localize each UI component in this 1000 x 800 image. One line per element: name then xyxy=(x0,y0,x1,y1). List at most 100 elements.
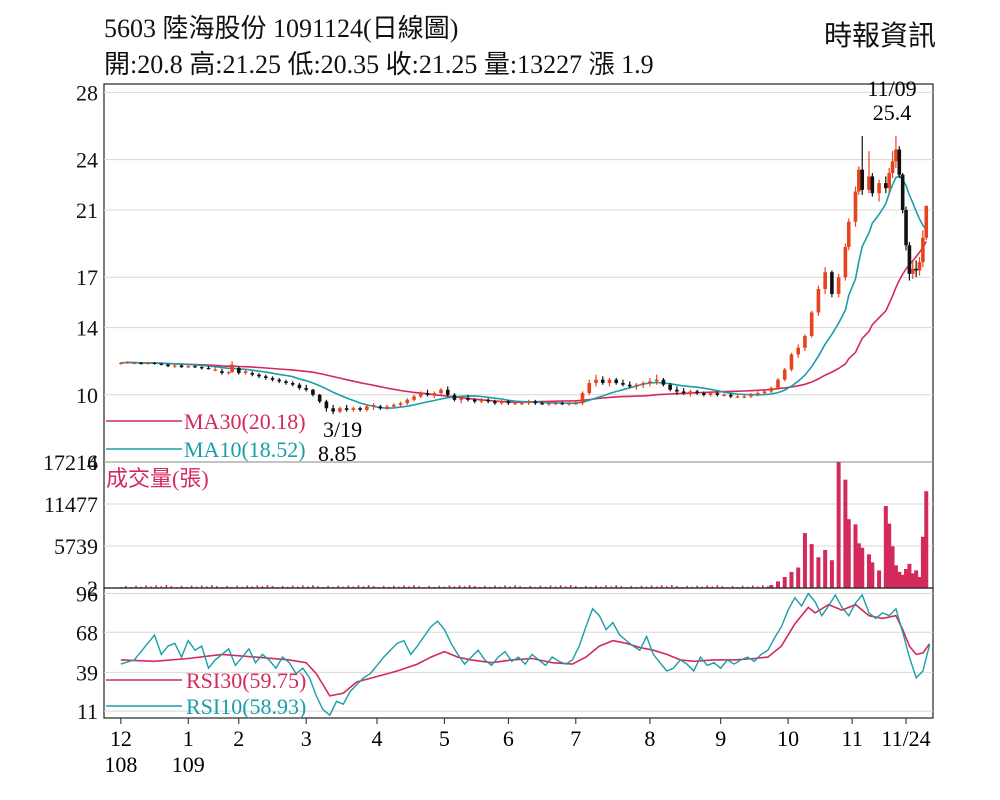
candle-body xyxy=(816,288,821,313)
candle-body xyxy=(668,384,672,390)
volume-bar xyxy=(387,586,390,588)
volume-bar xyxy=(261,586,264,588)
volume-bar xyxy=(428,585,430,588)
candle-body xyxy=(594,379,598,384)
volume-bar xyxy=(843,479,848,588)
candle-body xyxy=(186,366,191,368)
price-tick-label: 21 xyxy=(76,198,98,223)
rsi-panel: 96 68 39 11 RSI30(59.75)RSI10(58.93) xyxy=(76,582,934,724)
volume-bar xyxy=(890,546,895,588)
candle-body xyxy=(365,406,369,410)
candle-body xyxy=(371,404,376,407)
candle-body xyxy=(206,367,211,370)
candle-body xyxy=(648,381,652,384)
volume-bar xyxy=(595,585,597,588)
volume-bar xyxy=(393,585,395,588)
candle-body xyxy=(836,277,841,294)
volume-bar xyxy=(615,585,618,588)
candle-body xyxy=(789,354,794,370)
volume-bar xyxy=(686,585,688,588)
volume-bar xyxy=(829,560,834,588)
volume-bar xyxy=(554,586,557,588)
x-year-label: 108 xyxy=(104,752,137,777)
candle-body xyxy=(823,272,827,289)
volume-bar xyxy=(155,585,158,588)
source-label: 時報資訊 xyxy=(823,21,936,52)
rsi-tick-label: 39 xyxy=(76,660,98,685)
volume-bar xyxy=(676,586,678,588)
volume-bar xyxy=(767,586,769,588)
volume-bar xyxy=(630,585,633,588)
candle-body xyxy=(884,183,888,189)
volume-bar xyxy=(544,586,547,588)
volume-bar xyxy=(866,554,871,588)
volume-bar xyxy=(590,586,592,588)
volume-bar xyxy=(823,549,828,588)
volume-bar xyxy=(357,585,360,588)
candle-body xyxy=(560,403,565,405)
volume-bar xyxy=(256,585,259,588)
volume-bar xyxy=(519,586,521,588)
x-tick-label: 3 xyxy=(301,726,312,751)
candle-body xyxy=(567,403,571,405)
rsi10-line xyxy=(120,592,931,717)
volume-bar xyxy=(655,586,658,588)
candle-body xyxy=(917,262,922,271)
candle-body xyxy=(351,408,356,410)
candle-body xyxy=(378,406,383,409)
candle-body xyxy=(809,312,814,336)
candle-body xyxy=(439,389,443,394)
volume-bar xyxy=(266,585,269,588)
candle-body xyxy=(297,384,302,389)
candle-body xyxy=(257,374,261,377)
volume-bar xyxy=(241,586,243,588)
candle-body xyxy=(715,393,720,395)
volume-bar xyxy=(809,544,814,588)
x-tick-label: 2 xyxy=(233,726,244,751)
price-tick-label: 14 xyxy=(76,316,98,341)
candle-body xyxy=(506,401,511,404)
volume-bar xyxy=(448,585,451,588)
volume-bar xyxy=(910,573,915,588)
candle-body xyxy=(166,364,170,367)
volume-bar xyxy=(620,586,623,588)
candle-body xyxy=(914,268,918,271)
volume-bar xyxy=(468,585,471,588)
candle-body xyxy=(358,408,362,410)
candle-body xyxy=(119,362,123,365)
candle-body xyxy=(688,391,693,394)
price-tick-label: 10 xyxy=(76,383,98,408)
candle-body xyxy=(392,404,396,407)
volume-bar xyxy=(914,570,919,588)
volume-bar xyxy=(246,585,249,588)
volume-bar xyxy=(917,577,922,588)
volume-bar xyxy=(802,533,807,588)
volume-bar xyxy=(251,586,254,588)
candle-body xyxy=(520,403,524,405)
volume-bar xyxy=(887,523,892,588)
ma30-line xyxy=(120,241,927,403)
candle-body xyxy=(803,336,807,348)
candle-body xyxy=(877,183,881,194)
rsi-tick-label: 96 xyxy=(76,582,98,607)
volume-bar xyxy=(789,571,794,588)
x-tick-label: 11/24 xyxy=(881,726,930,751)
volume-bar xyxy=(382,585,385,588)
volume-bar xyxy=(860,547,865,588)
volume-bar xyxy=(640,585,643,588)
volume-bar xyxy=(205,586,208,588)
volume-tick-label: 2 xyxy=(87,576,98,601)
candle-body xyxy=(675,389,679,392)
volume-bar xyxy=(897,571,902,588)
volume-bar xyxy=(665,586,668,588)
volume-bar xyxy=(216,586,218,588)
candle-body xyxy=(894,149,898,162)
candle-body xyxy=(317,394,322,402)
volume-bar xyxy=(877,570,882,588)
volume-bar xyxy=(660,585,663,588)
candle-body xyxy=(540,403,544,405)
candle-body xyxy=(243,371,248,373)
candle-body xyxy=(513,403,517,405)
volume-bar xyxy=(499,586,501,588)
